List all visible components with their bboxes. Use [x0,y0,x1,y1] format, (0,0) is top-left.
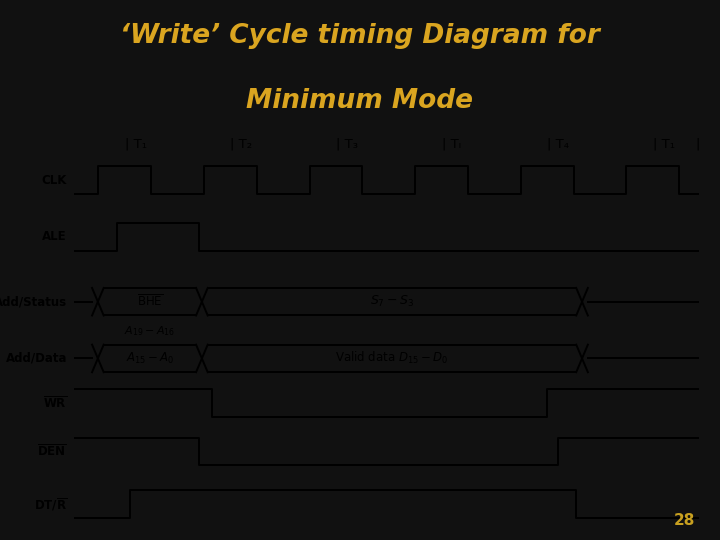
Text: Minimum Mode: Minimum Mode [246,88,474,114]
Text: $A_{19}-A_{16}$: $A_{19}-A_{16}$ [125,324,176,338]
Text: |: | [696,137,700,150]
Text: 28: 28 [673,513,695,528]
Text: Add/Status: Add/Status [0,295,67,308]
Text: $\overline{\mathbf{DEN}}$: $\overline{\mathbf{DEN}}$ [37,444,67,460]
Text: $A_{15}-A_0$: $A_{15}-A_0$ [125,351,174,366]
Text: Valid data $D_{15} - D_0$: Valid data $D_{15} - D_0$ [336,350,449,367]
Text: $\overline{\mathbf{WR}}$: $\overline{\mathbf{WR}}$ [43,395,67,411]
Text: ‘Write’ Cycle timing Diagram for: ‘Write’ Cycle timing Diagram for [120,23,600,49]
Text: | T₄: | T₄ [547,137,570,150]
Text: | T₂: | T₂ [230,137,253,150]
Text: | T₁: | T₁ [125,137,147,150]
Text: $\overline{\mathrm{BHE}}$: $\overline{\mathrm{BHE}}$ [137,294,163,309]
Text: | T₁: | T₁ [653,137,675,150]
Text: | T₃: | T₃ [336,137,358,150]
Text: $\mathbf{DT/\overline{R}}$: $\mathbf{DT/\overline{R}}$ [34,496,67,512]
Text: $S_7 - S_3$: $S_7 - S_3$ [370,294,414,309]
Text: CLK: CLK [42,174,67,187]
Text: Add/Data: Add/Data [6,352,67,365]
Text: | Tₗ: | Tₗ [441,137,461,150]
Text: ALE: ALE [42,231,67,244]
